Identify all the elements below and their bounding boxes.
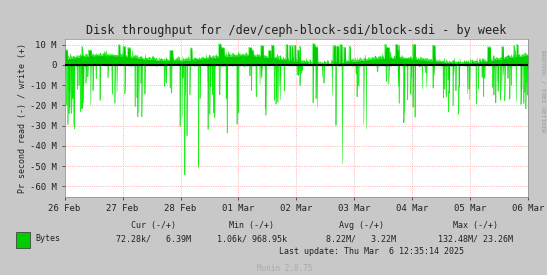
Text: Munin 2.0.75: Munin 2.0.75 bbox=[257, 264, 312, 273]
Title: Disk throughput for /dev/ceph-block-sdi/block-sdi - by week: Disk throughput for /dev/ceph-block-sdi/… bbox=[86, 24, 507, 37]
Text: Last update: Thu Mar  6 12:35:14 2025: Last update: Thu Mar 6 12:35:14 2025 bbox=[280, 248, 464, 257]
Text: Avg (-/+): Avg (-/+) bbox=[339, 221, 383, 230]
Text: RRDTOOL / TOBI OETIKER: RRDTOOL / TOBI OETIKER bbox=[541, 50, 546, 132]
Text: 72.28k/   6.39M: 72.28k/ 6.39M bbox=[115, 234, 191, 243]
Text: Max (-/+): Max (-/+) bbox=[453, 221, 498, 230]
Text: Min (-/+): Min (-/+) bbox=[229, 221, 274, 230]
Text: 1.06k/ 968.95k: 1.06k/ 968.95k bbox=[217, 234, 287, 243]
Text: Bytes: Bytes bbox=[36, 234, 61, 243]
Y-axis label: Pr second read (-) / write (+): Pr second read (-) / write (+) bbox=[18, 43, 27, 192]
Text: Cur (-/+): Cur (-/+) bbox=[131, 221, 176, 230]
Text: 8.22M/   3.22M: 8.22M/ 3.22M bbox=[326, 234, 396, 243]
Text: 132.48M/ 23.26M: 132.48M/ 23.26M bbox=[438, 234, 514, 243]
